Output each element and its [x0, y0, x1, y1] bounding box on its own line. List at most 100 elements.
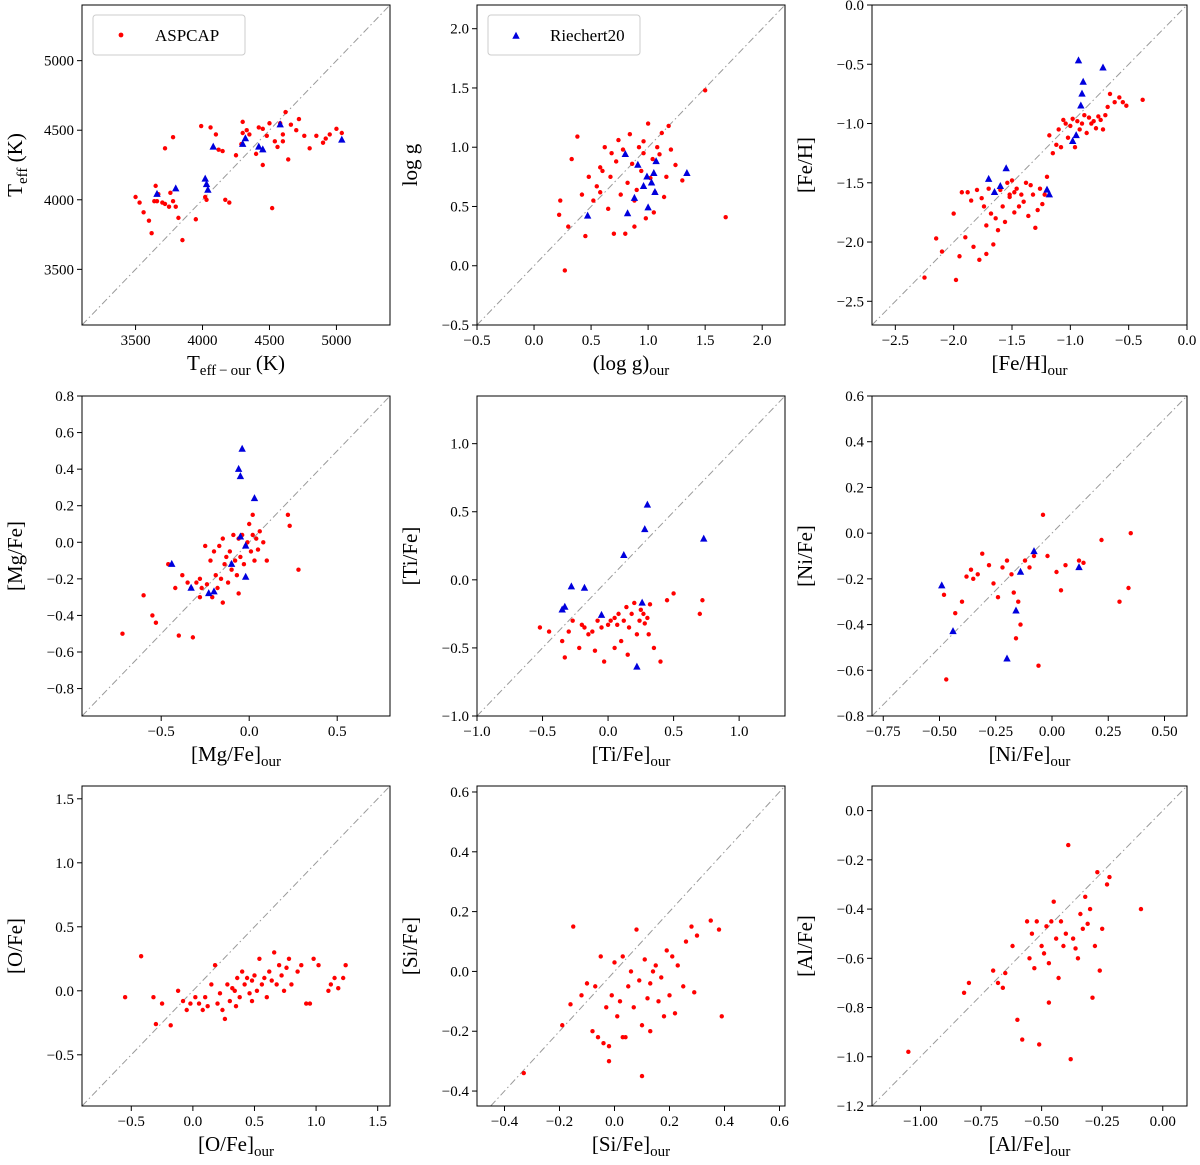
aspcap-point	[1058, 588, 1064, 593]
y-tick-label: −1.0	[442, 709, 469, 725]
aspcap-point	[280, 139, 286, 144]
aspcap-point	[1000, 985, 1006, 991]
riechert20-point	[938, 581, 946, 589]
aspcap-point	[180, 237, 185, 243]
riechert20-point	[949, 627, 957, 635]
plot-frame	[871, 4, 1188, 326]
aspcap-point	[323, 136, 328, 141]
aspcap-point	[653, 963, 658, 968]
aspcap-point	[1036, 663, 1041, 668]
aspcap-point	[272, 139, 278, 144]
aspcap-point	[562, 655, 568, 660]
y-tick-label: 0.0	[55, 984, 74, 1000]
aspcap-point	[629, 161, 635, 167]
aspcap-point	[254, 536, 259, 541]
riechert20-point	[259, 145, 267, 153]
x-tick-label: 0.25	[1095, 724, 1121, 740]
legend-box	[487, 14, 641, 56]
aspcap-point	[632, 600, 637, 606]
y-tick-label: −1.0	[837, 117, 864, 133]
aspcap-point	[628, 969, 634, 974]
aspcap-point	[933, 236, 939, 241]
x-tick-label: 2.0	[753, 333, 772, 349]
x-axis-label: [Mg/Fe]our	[191, 742, 281, 770]
x-tick-label: 0.0	[605, 1114, 624, 1130]
aspcap-point	[1018, 622, 1023, 627]
aspcap-point	[966, 980, 972, 986]
aspcap-point	[216, 147, 221, 152]
aspcap-point	[1120, 99, 1126, 105]
aspcap-point	[154, 198, 160, 204]
aspcap-point	[638, 607, 644, 612]
series-aspcap	[133, 109, 344, 243]
aspcap-point	[1063, 931, 1069, 936]
aspcap-point	[941, 592, 947, 598]
aspcap-point	[1056, 975, 1061, 981]
aspcap-point	[336, 986, 341, 991]
riechert20-point	[634, 160, 642, 168]
aspcap-point	[961, 990, 967, 995]
aspcap-point	[612, 615, 617, 621]
aspcap-point	[570, 618, 575, 623]
aspcap-point	[636, 145, 642, 150]
panel-teff: 3500 4000 4500 5000 3500 4000 4500 5000 Teff − o…	[3, 4, 391, 379]
aspcap-point	[204, 197, 209, 202]
riechert20-point	[643, 500, 652, 508]
aspcap-point	[267, 121, 272, 126]
y-tick-label: 0.4	[845, 435, 864, 451]
aspcap-point	[683, 939, 689, 944]
aspcap-point	[986, 186, 991, 191]
aspcap-point	[1002, 219, 1008, 225]
aspcap-point	[664, 948, 669, 953]
aspcap-point	[959, 599, 965, 604]
aspcap-point	[197, 594, 203, 600]
aspcap-point	[222, 1016, 228, 1022]
riechert20-point	[561, 602, 569, 610]
aspcap-point	[661, 194, 667, 200]
aspcap-point	[1117, 95, 1122, 100]
aspcap-point	[286, 956, 292, 961]
aspcap-point	[968, 567, 974, 572]
y-tick-label: −1.2	[837, 1099, 864, 1115]
aspcap-point	[208, 125, 213, 130]
y-tick-label: −0.8	[837, 709, 864, 725]
aspcap-point	[672, 1011, 678, 1016]
aspcap-point	[582, 625, 587, 630]
aspcap-point	[995, 594, 1001, 600]
aspcap-point	[176, 215, 181, 221]
aspcap-point	[334, 126, 339, 132]
y-tick-label: −2.5	[837, 294, 864, 310]
aspcap-point	[267, 969, 272, 974]
aspcap-point	[593, 984, 598, 989]
aspcap-point	[296, 116, 302, 122]
aspcap-point	[560, 1023, 565, 1028]
aspcap-point	[1045, 553, 1050, 559]
aspcap-point	[612, 645, 617, 651]
aspcap-point	[700, 598, 705, 603]
aspcap-point	[1013, 636, 1019, 641]
aspcap-point	[185, 580, 190, 585]
aspcap-point	[590, 1029, 595, 1034]
aspcap-point	[1107, 874, 1112, 880]
x-axis-label: [Al/Fe]our	[989, 1132, 1071, 1160]
y-tick-label: 0.6	[845, 389, 864, 405]
aspcap-point	[1030, 192, 1036, 197]
y-tick-label: 0.4	[450, 845, 469, 861]
aspcap-point	[1019, 192, 1024, 197]
y-axis-label: [Si/Fe]	[398, 917, 422, 975]
aspcap-point	[606, 1043, 612, 1049]
aspcap-point	[668, 147, 674, 152]
aspcap-point	[196, 1001, 202, 1006]
aspcap-point	[1096, 114, 1101, 119]
panel-ofe: −0.5 0.0 0.5 1.0 1.5 −0.5 0.0 0.5 1.0 1.5 [O/Fe]ou…	[3, 785, 391, 1160]
aspcap-point	[1082, 113, 1087, 118]
y-tick-label: 0.0	[450, 964, 469, 980]
aspcap-point	[566, 224, 571, 229]
aspcap-point	[279, 973, 284, 978]
aspcap-point	[254, 988, 260, 993]
aspcap-point	[236, 591, 241, 596]
aspcap-point	[616, 611, 621, 617]
aspcap-point	[569, 156, 574, 162]
aspcap-point	[625, 652, 630, 657]
aspcap-point	[616, 137, 621, 143]
